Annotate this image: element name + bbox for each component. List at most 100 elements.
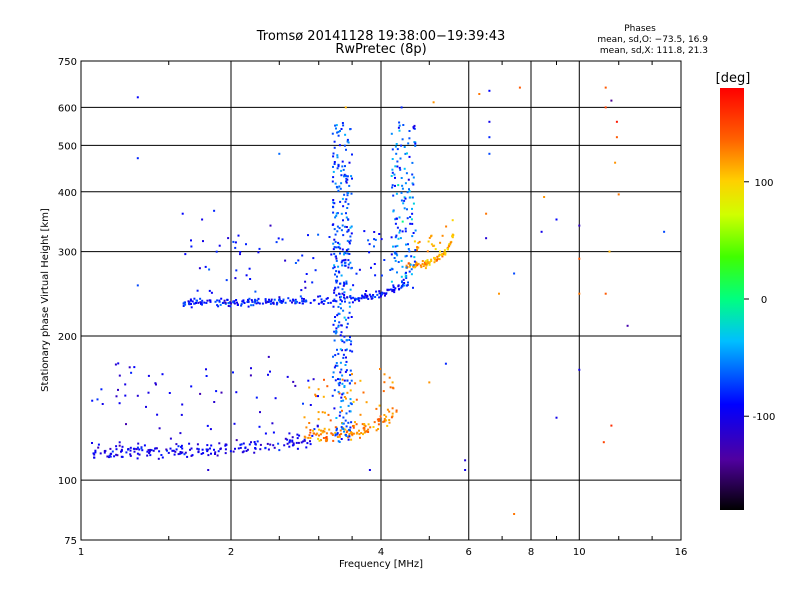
- data-point: [138, 448, 141, 451]
- data-point: [339, 303, 342, 305]
- data-point: [342, 392, 345, 395]
- data-point: [433, 261, 436, 264]
- data-point: [216, 299, 219, 302]
- data-point: [393, 257, 396, 259]
- data-point: [258, 425, 261, 428]
- data-point: [439, 241, 442, 244]
- data-point: [408, 190, 411, 193]
- data-point: [301, 254, 304, 257]
- data-point: [278, 298, 281, 300]
- data-point: [341, 409, 343, 412]
- data-point: [337, 130, 340, 133]
- data-point: [363, 431, 366, 434]
- data-point: [147, 374, 150, 377]
- data-point: [250, 367, 252, 370]
- data-point: [513, 272, 516, 275]
- data-point: [364, 294, 367, 297]
- data-point: [417, 242, 420, 244]
- data-point: [224, 448, 227, 451]
- data-point: [338, 441, 341, 443]
- data-point: [389, 269, 392, 271]
- data-point: [272, 444, 275, 447]
- data-point: [408, 137, 411, 140]
- data-point: [338, 243, 341, 246]
- data-point: [227, 237, 230, 240]
- data-point: [254, 300, 257, 303]
- data-point: [430, 243, 433, 246]
- data-point: [438, 253, 441, 256]
- data-point: [406, 191, 409, 194]
- data-point: [200, 301, 203, 304]
- data-point: [158, 427, 161, 430]
- data-point: [317, 233, 320, 236]
- data-point: [417, 246, 420, 249]
- data-point: [436, 255, 439, 258]
- data-point: [397, 126, 400, 129]
- data-point: [207, 454, 210, 457]
- data-point: [384, 292, 387, 295]
- y-tick-label: 400: [58, 188, 77, 199]
- data-point: [206, 444, 209, 447]
- data-point: [196, 289, 199, 292]
- data-point: [341, 165, 344, 168]
- data-point: [304, 280, 307, 283]
- data-point: [385, 415, 388, 418]
- data-point: [343, 335, 346, 338]
- data-point: [367, 431, 370, 433]
- data-point: [344, 174, 347, 177]
- data-point: [326, 438, 329, 441]
- data-point: [342, 356, 345, 359]
- data-point: [278, 152, 281, 155]
- data-point: [337, 325, 340, 328]
- x-tick-label: 10: [573, 547, 586, 558]
- data-point: [334, 300, 337, 302]
- data-point: [130, 371, 133, 374]
- y-tick-label: 300: [58, 248, 77, 259]
- data-point: [488, 89, 491, 92]
- data-point: [341, 259, 344, 262]
- colorbar-label: [deg]: [716, 71, 751, 86]
- data-point: [332, 155, 335, 158]
- data-point: [334, 273, 336, 276]
- data-point: [232, 301, 235, 304]
- data-point: [337, 164, 340, 167]
- data-point: [254, 290, 257, 293]
- data-point: [337, 189, 340, 192]
- data-point: [209, 447, 211, 450]
- data-point: [287, 297, 290, 300]
- data-point: [253, 301, 256, 304]
- data-point: [323, 427, 326, 430]
- data-point: [412, 126, 415, 129]
- data-point: [343, 291, 346, 294]
- data-point: [171, 449, 174, 452]
- data-point: [396, 244, 399, 247]
- y-tick-label: 200: [58, 332, 77, 343]
- data-point: [555, 416, 558, 419]
- data-point: [351, 153, 353, 156]
- data-point: [230, 302, 232, 305]
- data-point: [339, 371, 342, 374]
- data-point: [217, 450, 220, 453]
- data-point: [444, 251, 447, 254]
- phase-stats-o: mean, sd,O: −73.5, 16.9: [597, 35, 708, 45]
- data-point: [449, 241, 452, 244]
- data-point: [428, 261, 431, 264]
- data-point: [291, 439, 294, 442]
- data-point: [434, 258, 437, 261]
- data-point: [399, 237, 402, 240]
- data-point: [303, 439, 306, 442]
- data-point: [334, 255, 337, 258]
- data-point: [325, 432, 328, 435]
- data-point: [363, 428, 366, 431]
- data-point: [404, 152, 407, 155]
- data-point: [318, 428, 321, 431]
- data-point: [341, 248, 344, 251]
- data-point: [97, 443, 100, 446]
- data-point: [406, 217, 409, 220]
- data-point: [302, 298, 305, 300]
- data-point: [344, 419, 347, 422]
- data-point: [320, 301, 323, 304]
- data-point: [401, 184, 404, 187]
- data-point: [166, 449, 168, 452]
- data-point: [244, 446, 247, 449]
